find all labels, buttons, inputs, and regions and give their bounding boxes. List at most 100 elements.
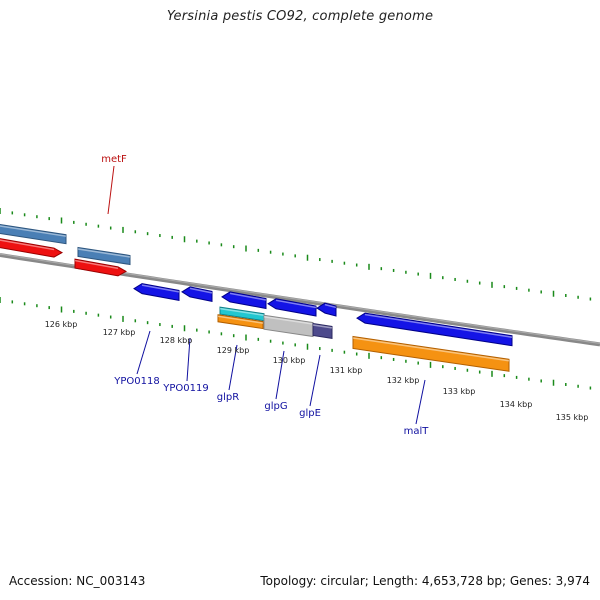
kbp-label: 132 kbp	[387, 376, 420, 385]
outer-ring-minor-tick	[466, 279, 469, 283]
kbp-label: 129 kbp	[217, 346, 250, 355]
outer-ring-major-tick	[491, 281, 493, 288]
inner-ring-minor-tick	[282, 341, 284, 345]
outer-ring-minor-tick	[294, 254, 296, 258]
inner-ring-minor-tick	[355, 352, 358, 356]
map-title: Yersinia pestis CO92, complete genome	[166, 9, 434, 24]
outer-ring-minor-tick	[515, 286, 518, 290]
feature-cyan-sheen	[219, 307, 265, 316]
outer-ring-minor-tick	[85, 222, 87, 226]
gene-glpE	[316, 302, 337, 317]
outer-ring-major-tick	[245, 245, 247, 252]
inner-ring-minor-tick	[232, 334, 235, 338]
feature-purple-glpE	[312, 322, 333, 339]
outer-ring-minor-tick	[417, 272, 419, 276]
feature-orange-glpR-sheen	[217, 315, 264, 324]
outer-ring-minor-tick	[565, 293, 567, 297]
feature-orange-glpR	[217, 314, 264, 330]
outer-ring-minor-tick	[36, 215, 38, 219]
outer-ring-minor-tick	[331, 259, 333, 263]
inner-ring-minor-tick	[257, 337, 260, 341]
inner-ring-minor-tick	[466, 368, 469, 372]
inner-ring-minor-tick	[85, 311, 87, 315]
outer-ring-major-tick	[368, 263, 370, 270]
outer-tick-ring	[0, 208, 592, 301]
gene-steel-metF-sheen	[77, 248, 131, 258]
kbp-label: 130 kbp	[273, 356, 306, 365]
leader-line	[275, 350, 285, 400]
inner-ring-minor-tick	[331, 348, 333, 352]
inner-ring-minor-tick	[589, 386, 592, 390]
inner-ring-major-tick	[429, 361, 432, 368]
inner-ring-minor-tick	[208, 330, 210, 334]
inner-ring-minor-tick	[319, 347, 321, 351]
gene-glpR-sheen	[229, 292, 267, 301]
kbp-label: 135 kbp	[556, 413, 589, 422]
outer-ring-minor-tick	[319, 258, 321, 262]
leader-line	[309, 354, 321, 407]
inner-ring-minor-tick	[540, 379, 542, 383]
outer-ring-minor-tick	[355, 263, 358, 267]
outer-ring-major-tick	[0, 208, 1, 214]
outer-ring-minor-tick	[577, 295, 579, 299]
gene-malT	[356, 312, 513, 347]
inner-ring-minor-tick	[294, 343, 296, 347]
gene-steel-left-sheen	[0, 225, 67, 237]
outer-ring-major-tick	[60, 217, 63, 224]
inner-ring-minor-tick	[442, 365, 444, 369]
outer-ring-minor-tick	[589, 297, 592, 301]
inner-ring-major-tick	[0, 297, 1, 303]
inner-ring-major-tick	[552, 379, 555, 386]
inner-ring-major-tick	[122, 315, 124, 322]
gene-steel-metF	[77, 246, 131, 266]
outer-ring-minor-tick	[146, 232, 149, 236]
outer-ring-minor-tick	[380, 267, 383, 271]
gene-glpG-sheen	[275, 299, 317, 309]
feature-gray-glpG-sheen	[263, 315, 314, 325]
inner-ring-minor-tick	[134, 319, 137, 323]
gene-glpR	[221, 291, 267, 310]
feature-purple-glpE-sheen	[312, 324, 333, 329]
inner-ring-minor-tick	[220, 332, 223, 336]
gene-glpE-sheen	[324, 303, 337, 309]
outer-ring-minor-tick	[232, 245, 235, 249]
outer-ring-minor-tick	[257, 248, 260, 252]
kbp-label: 133 kbp	[443, 387, 476, 396]
outer-ring-minor-tick	[196, 239, 198, 243]
inner-ring-major-tick	[183, 325, 186, 332]
outer-ring-minor-tick	[503, 285, 506, 289]
outer-ring-minor-tick	[540, 290, 542, 294]
inner-ring-minor-tick	[503, 374, 506, 378]
gene-glpG	[267, 298, 317, 317]
outer-ring-major-tick	[552, 290, 555, 297]
leader-line	[415, 379, 426, 425]
inner-ring-major-tick	[368, 352, 370, 359]
inner-ring-minor-tick	[478, 370, 481, 374]
outer-ring-major-tick	[429, 272, 432, 279]
inner-ring-minor-tick	[23, 302, 26, 306]
kbp-label: 127 kbp	[103, 328, 136, 337]
kbp-label: 126 kbp	[45, 320, 78, 329]
inner-tick-ring	[0, 297, 592, 390]
inner-ring-minor-tick	[146, 321, 149, 325]
inner-ring-minor-tick	[36, 304, 38, 308]
outer-ring-minor-tick	[442, 276, 444, 280]
gene-YPO0118-sheen	[141, 284, 180, 293]
outer-ring-minor-tick	[528, 288, 530, 292]
inner-ring-major-tick	[245, 334, 247, 341]
inner-ring-minor-tick	[159, 323, 161, 327]
gene-label: malT	[404, 426, 430, 437]
outer-ring-minor-tick	[282, 252, 284, 256]
inner-ring-minor-tick	[405, 359, 407, 363]
outer-ring-minor-tick	[478, 281, 481, 285]
accession-text: Accession: NC_003143	[9, 574, 146, 588]
gene-label: glpE	[299, 408, 321, 419]
inner-ring-minor-tick	[417, 361, 419, 365]
inner-ring-minor-tick	[11, 300, 14, 304]
kbp-label: 128 kbp	[160, 336, 193, 345]
inner-ring-major-tick	[306, 343, 309, 350]
outer-ring-minor-tick	[405, 270, 407, 274]
inner-ring-minor-tick	[171, 324, 173, 328]
inner-ring-minor-tick	[196, 328, 198, 332]
